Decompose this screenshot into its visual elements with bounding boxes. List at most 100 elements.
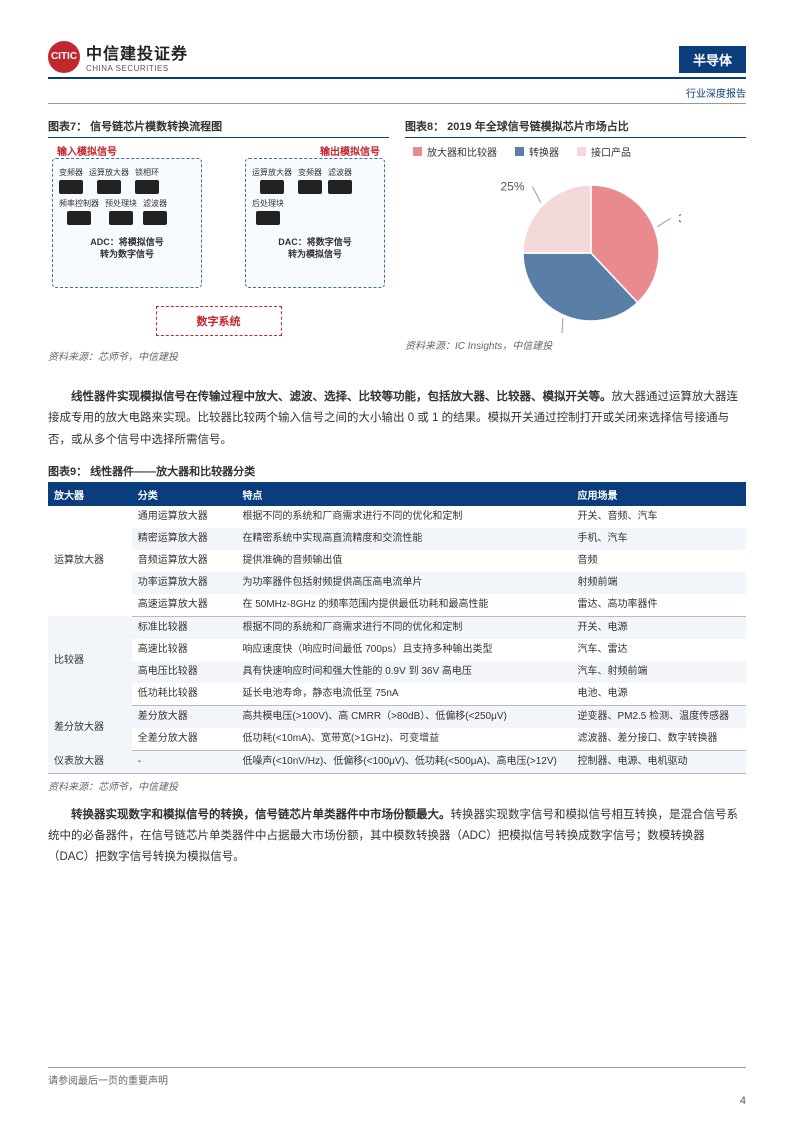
table-cell: 高共模电压(>100V)、高 CMRR（>80dB）、低偏移(<250μV) <box>236 705 571 728</box>
table-9: 放大器分类特点应用场景 运算放大器通用运算放大器根据不同的系统和厂商需求进行不同… <box>48 483 746 774</box>
component: 后处理块 <box>252 198 284 225</box>
table-cell: - <box>132 750 237 773</box>
table-row: 高速运算放大器在 50MHz-8GHz 的频率范围内提供最低功耗和最高性能雷达、… <box>48 594 746 617</box>
pie-legend: 放大器和比较器 转换器 接口产品 <box>405 144 746 159</box>
table-cell: 雷达、高功率器件 <box>571 594 746 617</box>
figure-8: 图表8： 2019 年全球信号链模拟芯片市场占比 放大器和比较器转换器接口产品 … <box>405 118 746 375</box>
chip-icon <box>143 211 167 225</box>
legend-label: 接口产品 <box>591 144 631 159</box>
table-cell: 提供准确的音频输出值 <box>236 550 571 572</box>
legend-item: 转换器 <box>515 144 559 159</box>
table-row: 比较器标准比较器根据不同的系统和厂商需求进行不同的优化和定制开关、电源 <box>48 616 746 639</box>
table-cell: 低功耗(<10mA)、宽带宽(>1GHz)、可变增益 <box>236 728 571 751</box>
group-cell: 差分放大器 <box>48 705 132 750</box>
table-cell: 低功耗比较器 <box>132 683 237 706</box>
table-cell: 汽车、雷达 <box>571 639 746 661</box>
table-cell: 手机、汽车 <box>571 528 746 550</box>
table-cell: 逆变器、PM2.5 检测、温度传感器 <box>571 705 746 728</box>
component: 运算放大器 <box>252 167 292 194</box>
table-cell: 高电压比较器 <box>132 661 237 683</box>
table-cell: 具有快速响应时间和强大性能的 0.9V 到 36V 高电压 <box>236 661 571 683</box>
figure-7: 图表7： 信号链芯片模数转换流程图 输入模拟信号 变频器运算放大器锁相环频率控制… <box>48 118 389 375</box>
table-cell: 精密运算放大器 <box>132 528 237 550</box>
chip-icon <box>328 180 352 194</box>
fig7-source: 资料来源：芯师爷，中信建投 <box>48 348 389 363</box>
adc-label: ADC：将模拟信号 转为数字信号 <box>53 237 201 260</box>
fig8-source: 资料来源：IC Insights，中信建投 <box>405 337 746 352</box>
table-header: 分类 <box>132 483 237 506</box>
dac-label: DAC：将数字信号 转为模拟信号 <box>246 237 384 260</box>
table-row: 全差分放大器低功耗(<10mA)、宽带宽(>1GHz)、可变增益滤波器、差分接口… <box>48 728 746 751</box>
component: 频率控制器 <box>59 198 99 225</box>
logo-cn: 中信建投证券 <box>86 40 188 64</box>
table-header: 特点 <box>236 483 571 506</box>
page-header: CITIC 中信建投证券 CHINA SECURITIES 半导体 <box>48 40 746 79</box>
chip-icon <box>67 211 91 225</box>
component: 变频器 <box>298 167 322 194</box>
table-cell: 全差分放大器 <box>132 728 237 751</box>
flow-diagram: 输入模拟信号 变频器运算放大器锁相环频率控制器预处理块滤波器 ADC：将模拟信号… <box>48 144 389 344</box>
legend-label: 转换器 <box>529 144 559 159</box>
header-subtitle: 行业深度报告 <box>48 85 746 104</box>
chip-icon <box>109 211 133 225</box>
pie-label: 25% <box>500 180 524 194</box>
component: 锁相环 <box>135 167 159 194</box>
pie-label: 38% <box>678 211 681 225</box>
fig9-source: 资料来源：芯师爷，中信建投 <box>48 778 746 793</box>
legend-swatch <box>413 147 422 156</box>
table-cell: 音频运算放大器 <box>132 550 237 572</box>
table-cell: 滤波器、差分接口、数字转换器 <box>571 728 746 751</box>
table-cell: 响应速度快（响应时间最低 700ps）且支持多种输出类型 <box>236 639 571 661</box>
output-label: 输出模拟信号 <box>320 143 380 158</box>
table-cell: 标准比较器 <box>132 616 237 639</box>
group-cell: 比较器 <box>48 616 132 705</box>
para2-bold: 转换器实现数字和模拟信号的转换，信号链芯片单类器件中市场份额最大。 <box>71 809 451 821</box>
table-cell: 电池、电源 <box>571 683 746 706</box>
table-row: 仪表放大器-低噪声(<10nV/Hz)、低偏移(<100μV)、低功耗(<500… <box>48 750 746 773</box>
fig8-title: 图表8： 2019 年全球信号链模拟芯片市场占比 <box>405 118 746 138</box>
table-cell: 开关、音频、汽车 <box>571 506 746 528</box>
group-cell: 运算放大器 <box>48 506 132 617</box>
page-number: 4 <box>740 1095 746 1107</box>
group-cell: 仪表放大器 <box>48 750 132 773</box>
fig9-title: 图表9： 线性器件——放大器和比较器分类 <box>48 463 746 483</box>
table-cell: 在 50MHz-8GHz 的频率范围内提供最低功耗和最高性能 <box>236 594 571 617</box>
legend-item: 放大器和比较器 <box>413 144 497 159</box>
table-cell: 功率运算放大器 <box>132 572 237 594</box>
table-cell: 根据不同的系统和厂商需求进行不同的优化和定制 <box>236 506 571 528</box>
table-row: 差分放大器差分放大器高共模电压(>100V)、高 CMRR（>80dB）、低偏移… <box>48 705 746 728</box>
paragraph-2: 转换器实现数字和模拟信号的转换，信号链芯片单类器件中市场份额最大。转换器实现数字… <box>48 805 746 869</box>
chip-icon <box>59 180 83 194</box>
footer-disclaimer: 请参阅最后一页的重要声明 <box>48 1067 746 1087</box>
table-row: 高电压比较器具有快速响应时间和强大性能的 0.9V 到 36V 高电压汽车、射频… <box>48 661 746 683</box>
table-row: 运算放大器通用运算放大器根据不同的系统和厂商需求进行不同的优化和定制开关、音频、… <box>48 506 746 528</box>
component: 滤波器 <box>328 167 352 194</box>
table-cell: 高速运算放大器 <box>132 594 237 617</box>
table-cell: 为功率器件包括射频提供高压高电流单片 <box>236 572 571 594</box>
system-box: 数字系统 <box>156 306 282 336</box>
logo: CITIC 中信建投证券 CHINA SECURITIES <box>48 40 188 73</box>
chip-icon <box>298 180 322 194</box>
table-cell: 汽车、射频前端 <box>571 661 746 683</box>
pie-label: 37% <box>529 332 553 333</box>
table-cell: 低噪声(<10nV/Hz)、低偏移(<100μV)、低功耗(<500μA)、高电… <box>236 750 571 773</box>
table-row: 精密运算放大器在精密系统中实现高直流精度和交流性能手机、汽车 <box>48 528 746 550</box>
table-cell: 射频前端 <box>571 572 746 594</box>
legend-swatch <box>515 147 524 156</box>
component: 预处理块 <box>105 198 137 225</box>
table-cell: 差分放大器 <box>132 705 237 728</box>
logo-en: CHINA SECURITIES <box>86 64 188 73</box>
component: 运算放大器 <box>89 167 129 194</box>
legend-item: 接口产品 <box>577 144 631 159</box>
table-row: 音频运算放大器提供准确的音频输出值音频 <box>48 550 746 572</box>
table-row: 低功耗比较器延长电池寿命，静态电流低至 75nA电池、电源 <box>48 683 746 706</box>
table-cell: 在精密系统中实现高直流精度和交流性能 <box>236 528 571 550</box>
pie-chart: 38% 37% 25% <box>471 163 681 333</box>
header-category: 半导体 <box>679 46 746 73</box>
table-header: 放大器 <box>48 483 132 506</box>
logo-mark-icon: CITIC <box>48 41 80 73</box>
chip-icon <box>256 211 280 225</box>
table-cell: 开关、电源 <box>571 616 746 639</box>
chip-icon <box>135 180 159 194</box>
table-row: 高速比较器响应速度快（响应时间最低 700ps）且支持多种输出类型汽车、雷达 <box>48 639 746 661</box>
